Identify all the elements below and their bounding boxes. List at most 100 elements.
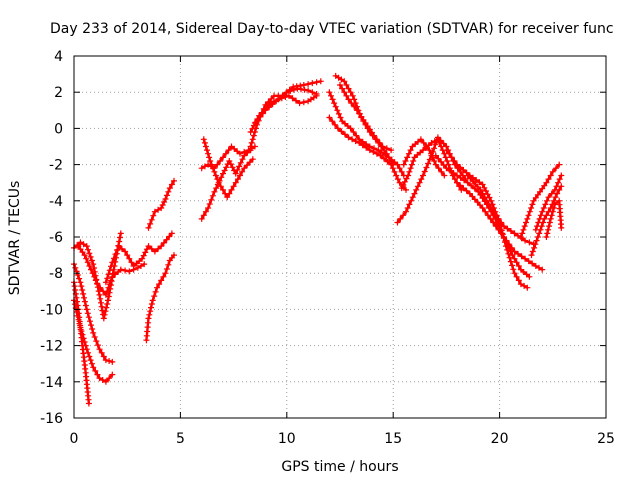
data-point xyxy=(388,158,395,164)
data-point xyxy=(228,186,235,193)
data-point xyxy=(441,172,448,179)
data-point xyxy=(555,179,562,186)
data-point xyxy=(438,168,445,175)
data-point xyxy=(102,279,109,286)
data-point xyxy=(92,367,99,374)
data-point xyxy=(484,212,491,219)
data-point xyxy=(108,263,114,270)
data-point xyxy=(214,161,221,168)
data-point xyxy=(204,147,210,154)
data-point xyxy=(484,191,491,198)
data-point xyxy=(226,158,233,164)
data-point xyxy=(86,250,93,257)
data-point xyxy=(86,263,93,269)
data-point xyxy=(490,219,497,226)
data-point xyxy=(140,252,147,259)
data-point xyxy=(463,169,470,176)
data-point xyxy=(245,147,252,154)
data-point xyxy=(200,136,207,143)
data-point xyxy=(353,132,360,139)
data-point xyxy=(112,251,119,258)
data-point xyxy=(105,284,112,291)
data-point xyxy=(431,158,438,164)
data-point xyxy=(515,232,521,239)
data-point xyxy=(247,129,254,135)
data-point xyxy=(97,295,104,302)
data-point xyxy=(220,170,226,177)
data-point xyxy=(543,179,550,186)
data-point xyxy=(495,215,502,222)
data-point xyxy=(230,183,237,190)
data-point xyxy=(234,167,241,173)
data-point xyxy=(358,113,365,120)
data-point xyxy=(531,244,538,251)
data-point xyxy=(85,400,92,407)
data-point xyxy=(91,334,98,340)
data-point xyxy=(349,92,356,99)
data-point xyxy=(368,129,375,136)
y-tick-label: -6 xyxy=(49,230,63,246)
data-point xyxy=(549,168,556,175)
x-axis-label: GPS time / hours xyxy=(281,459,398,475)
data-point xyxy=(341,78,348,85)
data-point xyxy=(102,357,109,364)
data-point xyxy=(82,302,89,309)
data-point xyxy=(207,158,214,164)
data-point xyxy=(434,134,441,141)
data-point xyxy=(519,230,526,237)
data-point xyxy=(205,205,212,211)
data-point xyxy=(515,250,521,257)
data-point xyxy=(73,309,80,315)
data-point xyxy=(317,78,324,85)
data-point xyxy=(109,358,116,365)
data-point xyxy=(341,89,348,96)
data-point xyxy=(432,161,439,168)
data-point xyxy=(420,139,427,146)
data-point xyxy=(528,252,535,259)
data-point xyxy=(518,253,525,260)
y-tick-label: 4 xyxy=(54,49,63,65)
data-point xyxy=(417,136,424,143)
data-point xyxy=(329,118,336,125)
data-point xyxy=(128,259,135,266)
data-point xyxy=(251,120,258,126)
data-point xyxy=(546,223,552,230)
data-point xyxy=(442,154,449,161)
data-point xyxy=(96,375,103,382)
data-point xyxy=(201,163,208,170)
data-point xyxy=(522,237,529,244)
data-point xyxy=(211,168,218,175)
data-point xyxy=(241,165,248,172)
data-point xyxy=(85,349,91,356)
data-point xyxy=(114,247,121,254)
data-point xyxy=(218,174,225,181)
data-point xyxy=(290,86,297,93)
data-point xyxy=(198,165,205,172)
data-point xyxy=(118,245,125,252)
data-point xyxy=(269,101,276,108)
data-point xyxy=(104,275,111,282)
data-point xyxy=(511,270,518,277)
data-point xyxy=(305,81,312,88)
data-point xyxy=(147,308,154,315)
data-point xyxy=(348,100,355,107)
data-point xyxy=(86,353,93,360)
data-point xyxy=(391,168,398,175)
data-point xyxy=(84,259,91,266)
data-point xyxy=(98,299,104,306)
data-point xyxy=(342,131,348,138)
data-point xyxy=(71,301,78,308)
data-point xyxy=(249,136,256,143)
data-point xyxy=(376,139,383,146)
data-point xyxy=(397,215,404,222)
data-point xyxy=(102,308,109,315)
data-point xyxy=(134,264,141,271)
data-point xyxy=(526,273,533,280)
data-point xyxy=(446,167,453,174)
data-point xyxy=(420,172,426,179)
data-point xyxy=(105,297,111,304)
data-point xyxy=(247,143,254,150)
data-point xyxy=(539,208,546,215)
data-point xyxy=(96,346,103,353)
data-point xyxy=(482,208,489,215)
